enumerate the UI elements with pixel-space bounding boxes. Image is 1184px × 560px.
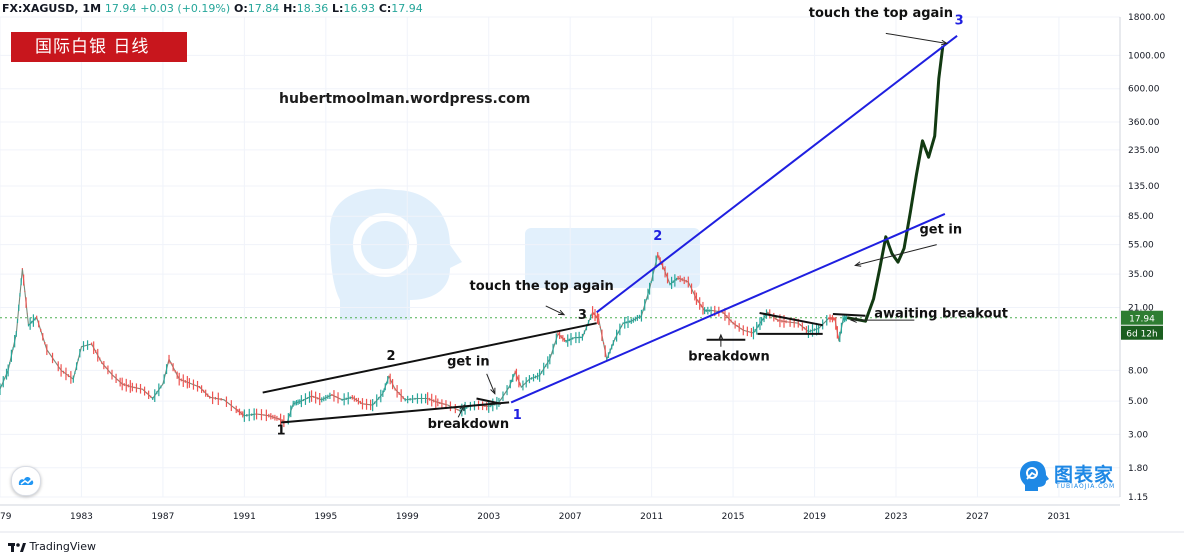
y-tick-6: 85.00	[1128, 212, 1154, 222]
brand-head-icon	[1020, 461, 1049, 491]
arrow-head-0	[940, 39, 949, 46]
triangle-top	[759, 311, 823, 327]
y-tick-1: 1000.00	[1128, 51, 1165, 61]
arrow-head-1	[558, 309, 566, 316]
y-tick-3: 360.00	[1128, 118, 1160, 128]
watermark-brand-block	[525, 228, 700, 288]
annotation-3: get in	[447, 355, 490, 370]
x-tick-9: 2015	[722, 512, 745, 522]
x-tick-10: 2019	[803, 512, 826, 522]
arrow-1	[545, 305, 565, 316]
tradingview-cloud-icon	[18, 477, 34, 485]
open-value: 17.84	[247, 2, 280, 15]
tradingview-logo-text: TradingView	[29, 540, 96, 553]
x-tick-6: 2003	[477, 512, 500, 522]
arrow-head-2	[854, 261, 862, 267]
lower-blue-trendline	[510, 213, 946, 404]
x-tick-12: 2027	[966, 512, 989, 522]
y-tick-8: 35.00	[1128, 270, 1154, 280]
arrow-head-6	[849, 317, 857, 323]
y-tick-15: 1.15	[1128, 493, 1148, 503]
close-label: C:	[378, 2, 392, 15]
annotation-10: 1	[513, 408, 522, 423]
open-label: O:	[234, 2, 248, 15]
arrow-3	[486, 373, 496, 394]
brand-sub: TUBIAOJIA.COM	[1056, 483, 1116, 490]
chart-annotations: touch the top again touch the top again ge…	[276, 6, 1008, 438]
symbol-legend: FX:XAGUSD, 1M 17.94 +0.03 (+0.19%) O:17.…	[2, 2, 423, 15]
y-tick-4: 235.00	[1128, 146, 1160, 156]
low-value: 16.93	[343, 2, 375, 15]
last-price: 17.94	[104, 2, 137, 15]
y-tick-11: 8.00	[1128, 366, 1148, 376]
close-value: 17.94	[391, 2, 423, 15]
watermark-head-shape	[330, 188, 462, 320]
annotation-0: touch the top again	[809, 6, 953, 21]
arrow-head-3	[490, 387, 496, 395]
tradingview-logo[interactable]: TradingView	[8, 540, 96, 553]
grid-lines	[0, 16, 1120, 498]
y-tick-9: 21.00	[1128, 303, 1154, 313]
x-tick-11: 2023	[885, 512, 908, 522]
x-tick-7: 2007	[559, 512, 582, 522]
current-price-tag	[1121, 310, 1163, 325]
annotation-1: touch the top again	[470, 279, 614, 294]
low-label: L:	[332, 2, 344, 15]
arrow-head-5	[718, 333, 724, 341]
annotation-9: 3	[578, 308, 587, 323]
chart-background	[0, 17, 1120, 497]
high-value: 18.36	[296, 2, 329, 15]
y-tick-13: 3.00	[1128, 430, 1148, 440]
symbol-name: FX:XAGUSD, 1M	[2, 2, 102, 15]
annotation-7: 1	[276, 423, 285, 438]
annotation-12: 3	[955, 14, 964, 29]
y-tick-12: 5.00	[1128, 397, 1148, 407]
brand-name: 图表家	[1054, 464, 1115, 486]
arrow-2	[855, 244, 937, 266]
annotation-5: breakdown	[688, 350, 769, 365]
annotation-11: 2	[653, 229, 662, 244]
current-price-label: 17.94	[1129, 315, 1155, 325]
countdown-tag	[1121, 325, 1163, 340]
author-url: hubertmoolman.wordpress.com	[279, 91, 531, 107]
breakdown-1-segment	[476, 397, 502, 405]
x-tick-5: 1999	[396, 512, 419, 522]
x-tick-0: 1979	[0, 512, 12, 522]
plot-area	[0, 17, 1120, 497]
y-tick-14: 1.80	[1128, 464, 1148, 474]
annotation-6: awaiting breakout	[874, 307, 1008, 322]
x-tick-4: 1995	[314, 512, 337, 522]
upper-black-channel	[262, 322, 597, 394]
y-tick-0: 1800.00	[1128, 13, 1165, 23]
x-tick-8: 2011	[640, 512, 663, 522]
small-breakout-line	[832, 312, 866, 317]
drawn-trendlines	[262, 34, 958, 424]
arrow-4	[457, 404, 465, 418]
annotation-2: get in	[920, 223, 963, 238]
arrow-head-4	[459, 403, 465, 412]
price-change: +0.03 (+0.19%)	[140, 2, 231, 15]
projection-path	[846, 46, 945, 323]
lower-black-channel	[280, 401, 510, 424]
x-tick-13: 2031	[1047, 512, 1070, 522]
x-tick-1: 1983	[70, 512, 93, 522]
chart-title-badge: 国际白银 日线	[11, 32, 187, 62]
x-tick-3: 1991	[233, 512, 256, 522]
x-tick-2: 1987	[151, 512, 174, 522]
y-tick-5: 135.00	[1128, 182, 1160, 192]
upper-blue-trendline	[596, 34, 958, 314]
arrow-0	[885, 32, 947, 44]
countdown-label: 6d 12h	[1126, 330, 1157, 340]
annotation-8: 2	[386, 349, 395, 364]
brand-watermark: 图表家 TUBIAOJIA.COM	[1016, 458, 1116, 494]
high-label: H:	[283, 2, 297, 15]
y-tick-2: 600.00	[1128, 85, 1160, 95]
chart-axes: 1800.001000.00600.00360.00235.00135.0085…	[0, 13, 1184, 533]
tradingview-logo-icon	[8, 543, 26, 552]
y-tick-7: 55.00	[1128, 241, 1154, 251]
tradingview-menu-button[interactable]	[11, 466, 41, 496]
annotation-4: breakdown	[428, 417, 509, 432]
